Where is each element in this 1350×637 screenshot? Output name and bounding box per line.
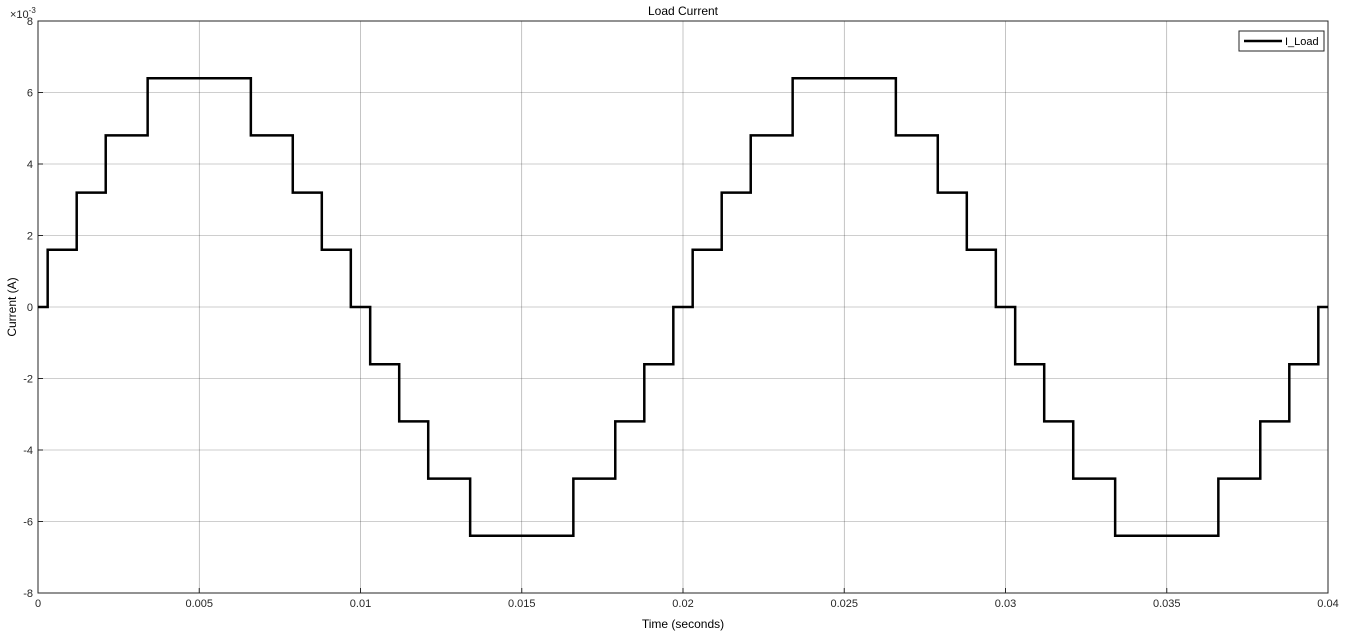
y-axis-label: Current (A): [5, 277, 19, 336]
y-tick-label: -6: [23, 517, 33, 529]
chart-title: Load Current: [648, 4, 719, 18]
y-tick-label: 0: [27, 302, 33, 314]
x-tick-label: 0: [35, 598, 41, 610]
y-axis-ticks: -8 -6 -4 -2 0 2 4 6 8: [23, 16, 43, 600]
y-tick-label: -2: [23, 374, 33, 386]
x-tick-label: 0.01: [350, 598, 371, 610]
legend-label-i-load: I_Load: [1285, 36, 1319, 48]
y-tick-label: -8: [23, 588, 33, 600]
x-axis-ticks: 0 0.005 0.01 0.015 0.02 0.025 0.03 0.035 0.04: [35, 588, 1339, 610]
x-tick-label: 0.035: [1153, 598, 1181, 610]
y-tick-label: 2: [27, 231, 33, 243]
y-exponent-label: ×10-3: [10, 6, 36, 21]
y-exponent-base: ×10: [10, 9, 29, 21]
y-tick-label: 4: [27, 159, 33, 171]
x-tick-label: 0.005: [185, 598, 213, 610]
x-tick-label: 0.03: [995, 598, 1016, 610]
y-tick-label: -4: [23, 445, 33, 457]
x-tick-label: 0.015: [508, 598, 536, 610]
series-layer: [38, 76, 1328, 538]
y-tick-label: 6: [27, 88, 33, 100]
y-tick-label: 8: [27, 16, 33, 28]
x-tick-label: 0.025: [830, 598, 858, 610]
x-tick-label: 0.04: [1317, 598, 1338, 610]
series-line-i-load: [38, 76, 1328, 538]
legend: I_Load: [1238, 30, 1325, 52]
x-axis-label: Time (seconds): [642, 617, 724, 631]
y-exponent-power: -3: [29, 6, 37, 15]
x-tick-label: 0.02: [672, 598, 693, 610]
